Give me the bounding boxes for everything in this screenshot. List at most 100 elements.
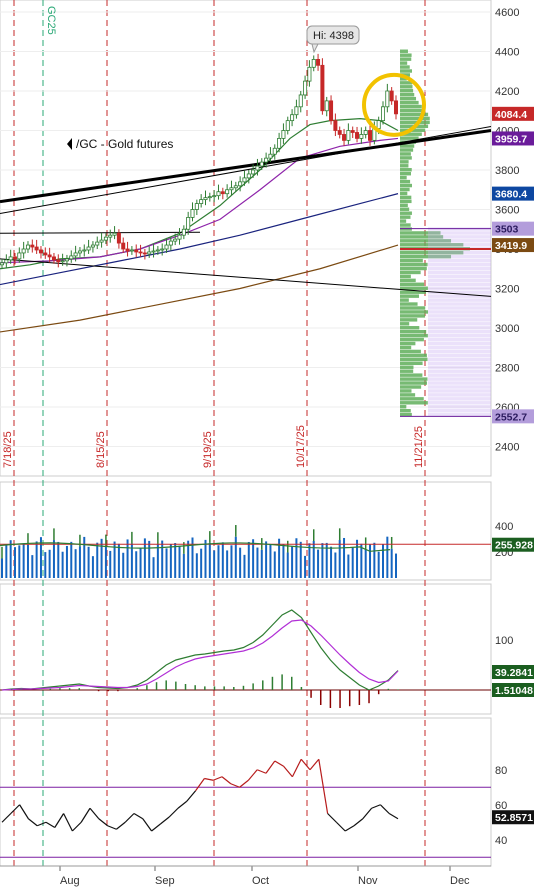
volume-profile-bar [400,235,444,239]
volume-profile-bar [400,326,420,330]
candle-body [199,199,204,204]
volume-profile-bar [400,357,428,362]
value-area-band [428,239,491,243]
volume-profile-bar [400,108,426,113]
value-area-band [428,349,491,354]
volume-profile-bar [400,100,419,105]
rsi-line [221,776,232,785]
candle-body [298,94,303,108]
candle-body [376,120,381,129]
macd-tag: 1.51048 [495,685,533,697]
candle-body [43,252,48,256]
volume-profile-bar [400,231,441,235]
volume-profile-bar [400,369,414,373]
axes: 7/18/25 8/15/25 9/19/25 10/17/25 11/21/25 460… [0,7,534,887]
candle-body [190,209,195,218]
volume-tick-label: 400 [495,521,513,533]
rsi-line [116,821,126,830]
rsi-line [344,825,355,832]
value-area-band [428,405,491,409]
rsi-line [1,813,12,823]
volume-profile-bar [400,349,421,354]
volume-profile-bar [400,89,414,93]
rsi-line [19,804,29,820]
trendline-lower [0,258,492,297]
candle-body [4,259,9,264]
candle-body [350,130,355,133]
symbol-label-group: /GC - Gold futures [67,137,173,151]
value-area-band [428,250,491,255]
price-tag-bg [492,106,534,121]
rsi-line [80,807,91,823]
candle-body [212,195,217,198]
macd-tag-bg [492,665,534,679]
volume-profile-bar [400,401,428,405]
value-area-band [428,365,491,369]
rsi-line [151,823,161,832]
volume-profile-bar [400,243,464,247]
volume-profile-bar [400,412,412,417]
rsi-line [230,783,240,788]
volume-ma-line [0,542,391,552]
candle-body [355,132,360,139]
candle-body [251,169,256,175]
candle-body [34,246,39,251]
date-axis-label: Dec [450,875,470,887]
candle-body [86,246,91,251]
rsi-line [247,769,258,781]
candle-body [69,255,74,260]
highlight-circle [362,72,426,137]
candle-body [307,66,312,82]
volume-profile-bar [400,116,430,121]
rsi-line [177,800,188,809]
candle-body [56,259,61,263]
volume-profile-bar [400,365,414,369]
price-tag: 4084.4 [495,109,527,121]
candle-body [277,137,282,149]
candle-body [60,260,65,263]
rsi-line [142,818,153,832]
value-area-band [428,345,491,350]
candle-body [268,153,273,159]
candle-body [134,249,139,253]
candle-body [233,185,238,189]
value-area-band [428,314,491,318]
volume-profile-bar [400,85,413,89]
volume-profile-bar [400,187,410,192]
event-label: 11/21/25 [413,426,425,468]
candle-body [21,248,26,254]
rsi-line [204,777,214,781]
volume-profile-bar [400,377,428,381]
value-area-band [428,282,491,287]
candle-body [17,252,22,260]
value-area-band [428,385,491,389]
value-area-band [428,373,491,377]
price-tag-bg [492,186,534,201]
volume-profile-bar [400,191,408,196]
candle-body [151,250,156,253]
candle-body [255,165,260,171]
candle-body [329,100,334,122]
price-tag: 3680.4 [495,189,527,201]
candle-body [147,251,152,255]
rsi-line [256,769,267,774]
macd-tick-label: 100 [495,635,513,647]
value-area-band [428,337,491,342]
rsi-line [283,765,293,778]
candle-body [164,244,169,250]
volume-tag-bg [492,537,534,552]
volume-profile-bar [400,385,422,389]
candle-body [342,134,347,141]
rsi-line [186,790,197,802]
volume-profile-bar [400,96,417,101]
event-label: 9/19/25 [202,431,214,468]
candle-body [216,191,221,197]
macd-tag-bg [492,683,534,697]
value-area-band [428,389,491,393]
value-area-band [428,278,491,283]
candle-body [12,256,17,260]
volume-profile-bar [400,310,428,314]
symbol-label: /GC - Gold futures [76,137,173,151]
candle-body [359,134,364,139]
candle-body [51,256,56,261]
